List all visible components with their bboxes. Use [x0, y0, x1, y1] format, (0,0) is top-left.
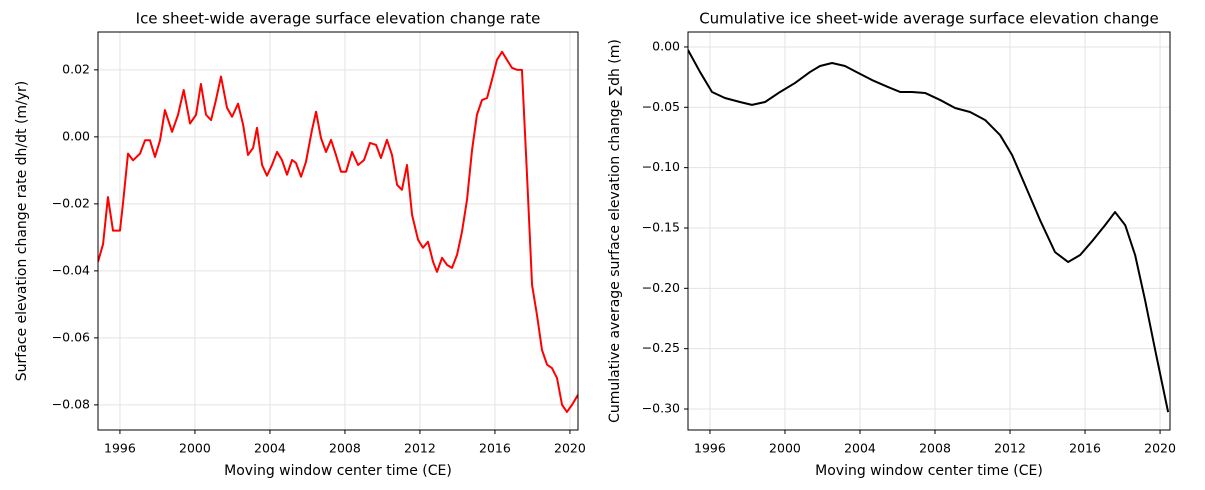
- x-axis-label: Moving window center time (CE): [815, 463, 1043, 479]
- y-tick-label: −0.30: [642, 401, 680, 416]
- x-tick-label: 2016: [479, 441, 511, 456]
- y-tick-label: −0.20: [642, 280, 680, 295]
- y-tick-label: −0.05: [642, 99, 680, 114]
- chart-title: Cumulative ice sheet-wide average surfac…: [699, 10, 1159, 28]
- x-tick-label: 2008: [329, 441, 361, 456]
- x-tick-label: 2020: [1144, 441, 1176, 456]
- chart-title: Ice sheet-wide average surface elevation…: [136, 10, 541, 28]
- data-line: [688, 49, 1170, 413]
- x-axis-label: Moving window center time (CE): [224, 463, 452, 479]
- x-tick-label: 2000: [179, 441, 211, 456]
- x-tick-label: 1996: [104, 441, 136, 456]
- y-tick-label: −0.25: [642, 340, 680, 355]
- x-tick-label: 2012: [994, 441, 1026, 456]
- y-tick-label: −0.06: [52, 329, 90, 344]
- x-tick-label: 2000: [769, 441, 801, 456]
- x-tick-label: 2012: [404, 441, 436, 456]
- data-line: [98, 50, 578, 413]
- y-tick-label: 0.00: [62, 128, 90, 143]
- x-tick-label: 2016: [1069, 441, 1101, 456]
- x-tick-label: 2008: [919, 441, 951, 456]
- y-tick-label: 0.00: [652, 38, 680, 53]
- y-axis-label: Surface elevation change rate dh/dt (m/y…: [14, 81, 30, 382]
- axes-frame: [97, 31, 579, 431]
- y-tick-label: −0.10: [642, 159, 680, 174]
- x-tick-label: 2004: [254, 441, 286, 456]
- x-tick-label: 2004: [844, 441, 876, 456]
- y-tick-label: −0.08: [52, 396, 90, 411]
- axes-frame: [687, 31, 1171, 431]
- y-axis-label: Cumulative average surface elevation cha…: [607, 39, 623, 423]
- x-tick-label: 2020: [554, 441, 586, 456]
- y-tick-label: −0.04: [52, 262, 90, 277]
- y-tick-label: −0.02: [52, 195, 90, 210]
- y-tick-label: −0.15: [642, 219, 680, 234]
- y-tick-label: 0.02: [62, 61, 90, 76]
- x-tick-label: 1996: [694, 441, 726, 456]
